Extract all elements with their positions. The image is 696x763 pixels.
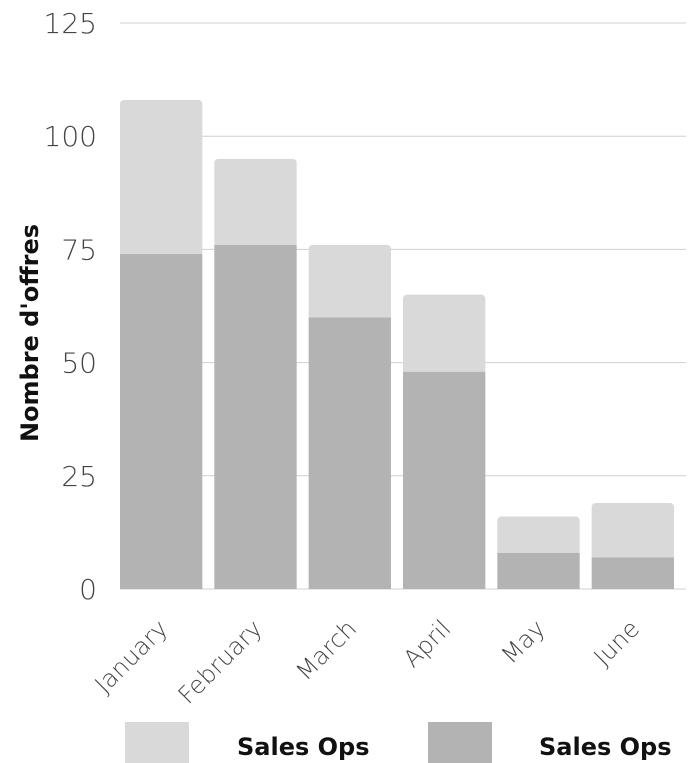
legend-swatch bbox=[125, 722, 189, 763]
y-axis-label: Nombre d'offres bbox=[16, 224, 44, 442]
bar-march-series-2 bbox=[308, 244, 391, 318]
bar-may-series-1 bbox=[497, 552, 580, 589]
legend-label: Sales Ops bbox=[237, 733, 370, 761]
legend-label: Sales Ops bbox=[539, 733, 672, 761]
y-tick-label: 75 bbox=[61, 233, 97, 266]
x-tick-labels: January February March April May June bbox=[89, 614, 645, 709]
x-tick-label: May bbox=[496, 614, 551, 669]
y-tick-label: 25 bbox=[61, 460, 97, 493]
legend: Sales Ops Sales Ops bbox=[125, 722, 672, 763]
bars bbox=[120, 99, 674, 590]
bar-segment-base bbox=[120, 248, 203, 254]
bar-segment-base bbox=[497, 547, 580, 553]
bar-january-series-2 bbox=[120, 99, 203, 254]
y-tick-label: 50 bbox=[61, 347, 97, 380]
legend-swatch bbox=[428, 722, 492, 763]
bar-segment-base bbox=[403, 366, 486, 372]
y-tick-labels: 0 25 50 75 100 125 bbox=[44, 7, 97, 606]
bar-january-series-1 bbox=[120, 253, 203, 590]
x-tick-label: April bbox=[398, 614, 457, 673]
bar-june-series-1 bbox=[591, 557, 674, 589]
bar-february-series-1 bbox=[214, 244, 297, 589]
x-tick-label: June bbox=[588, 614, 645, 671]
bar-may-series-2 bbox=[497, 516, 580, 553]
x-tick-label: February bbox=[173, 614, 268, 709]
bar-february-series-2 bbox=[214, 158, 297, 245]
x-tick-label: January bbox=[89, 614, 173, 698]
bar-april-series-2 bbox=[403, 294, 486, 372]
bar-segment-base bbox=[591, 552, 674, 558]
bar-april-series-1 bbox=[403, 371, 486, 589]
bar-segment-base bbox=[214, 239, 297, 245]
x-tick-label: March bbox=[291, 614, 363, 686]
bar-june-series-2 bbox=[591, 502, 674, 558]
y-tick-label: 125 bbox=[44, 7, 97, 40]
y-tick-label: 100 bbox=[44, 120, 97, 153]
y-tick-label: 0 bbox=[79, 573, 97, 606]
bar-segment-base bbox=[308, 312, 391, 318]
bar-march-series-1 bbox=[308, 317, 391, 589]
